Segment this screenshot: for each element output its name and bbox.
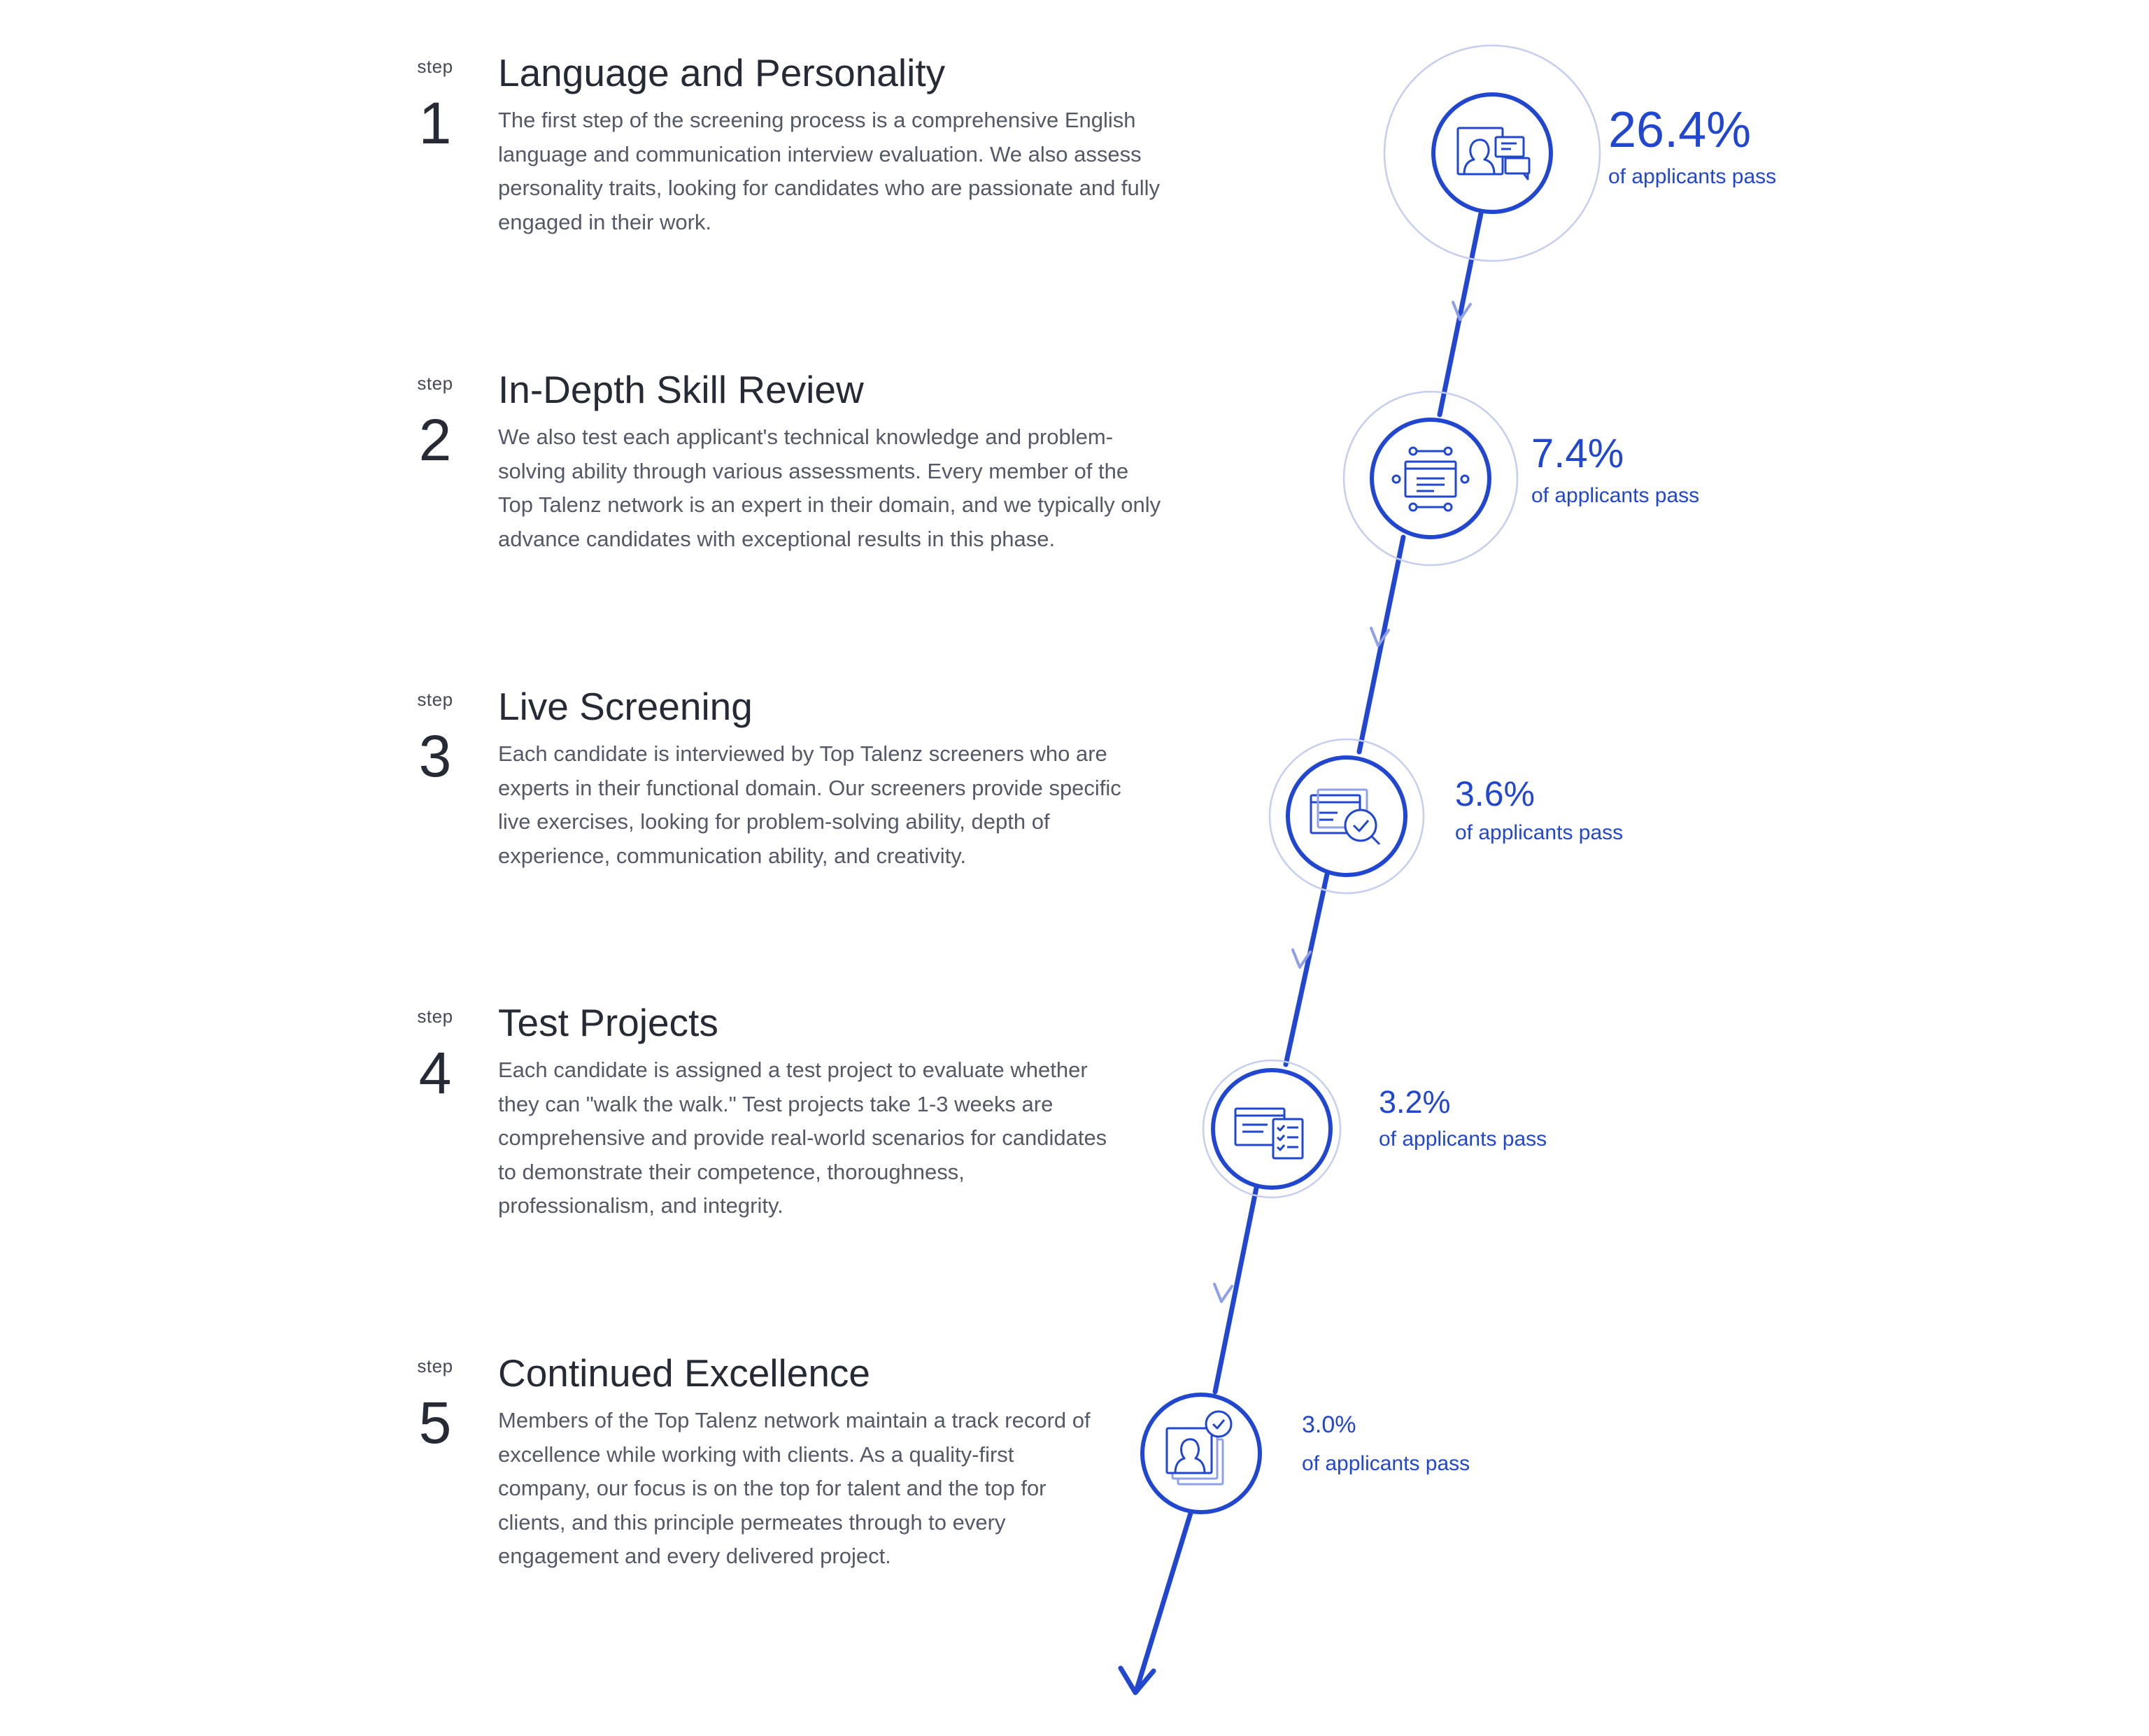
description-line: to demonstrate their competence, thoroug… (498, 1159, 965, 1184)
description-line: engaged in their work. (498, 209, 712, 234)
funnel-path (1134, 211, 1484, 1692)
step-1-node (1383, 44, 1601, 262)
description-line: experience, communication ability, and c… (498, 843, 967, 868)
step-2-node (1342, 390, 1519, 567)
step-description: Members of the Top Talenz network mainta… (498, 1404, 1091, 1574)
description-line: personality traits, looking for candidat… (498, 176, 1161, 200)
step-4-node (1202, 1059, 1342, 1199)
window-magnifier-check-icon (1310, 788, 1381, 846)
description-line: engagement and every delivered project. (498, 1544, 891, 1568)
step-description: We also test each applicant's technical … (498, 420, 1161, 556)
description-line: company, our focus is on the top for tal… (498, 1476, 1047, 1500)
description-line: clients, and this principle permeates th… (498, 1509, 1006, 1535)
step-title: Live Screening (498, 685, 753, 728)
description-line: Each candidate is interviewed by Top Tal… (498, 741, 1107, 766)
pass-label: of applicants pass (1608, 165, 1777, 188)
step-title: Language and Personality (498, 51, 946, 94)
description-line: Each candidate is assigned a test projec… (498, 1058, 1088, 1082)
conversation-icon (1456, 127, 1531, 180)
step-3-node (1268, 738, 1425, 895)
description-line: experts in their functional domain. Our … (498, 775, 1121, 800)
step-number: 4 (418, 1040, 452, 1106)
chevron-down-icon (1370, 627, 1390, 647)
step-5-stat: 3.0% of applicants pass (1302, 1413, 1470, 1476)
step-2-stat: 7.4% of applicants pass (1531, 434, 1699, 508)
pass-label: of applicants pass (1455, 821, 1624, 844)
pass-rate: 7.4% (1531, 431, 1624, 476)
step-label: step (417, 373, 453, 394)
description-line: comprehensive and provide real-world sce… (498, 1125, 1107, 1150)
step-label: step (417, 1006, 453, 1027)
step-title: Test Projects (498, 1001, 718, 1044)
description-line: excellence while working with clients. A… (498, 1442, 1014, 1467)
description-line: they can "walk the walk." Test projects … (498, 1091, 1054, 1116)
pass-rate: 3.6% (1455, 774, 1535, 813)
description-line: Top Talenz network is an expert in their… (498, 492, 1161, 517)
description-line: language and communication interview eva… (498, 141, 1142, 166)
step-1-stat: 26.4% of applicants pass (1608, 105, 1776, 189)
description-line: Members of the Top Talenz network mainta… (498, 1408, 1091, 1432)
step-label: step (417, 56, 453, 77)
chevron-down-icon (1291, 948, 1312, 969)
step-5-node (1140, 1393, 1262, 1514)
chevron-down-icon (1452, 301, 1472, 321)
step-4-stat: 3.2% of applicants pass (1379, 1086, 1547, 1151)
pass-rate: 26.4% (1608, 102, 1752, 158)
step-3-stat: 3.6% of applicants pass (1455, 776, 1623, 845)
step-number: 5 (418, 1390, 452, 1456)
description-line: The first step of the screening process … (498, 108, 1136, 132)
step-description: Each candidate is assigned a test projec… (498, 1053, 1107, 1223)
description-line: We also test each applicant's technical … (498, 425, 1114, 449)
step-title: Continued Excellence (498, 1351, 871, 1395)
pass-rate: 3.2% (1379, 1084, 1451, 1120)
window-checklist-icon (1234, 1107, 1304, 1160)
step-title: In-Depth Skill Review (498, 368, 864, 411)
pass-rate: 3.0% (1302, 1411, 1356, 1438)
profile-stack-check-icon (1165, 1410, 1233, 1486)
pass-label: of applicants pass (1379, 1127, 1547, 1151)
path-chevrons (1213, 301, 1472, 1303)
step-description: The first step of the screening process … (498, 104, 1160, 239)
step-label: step (417, 689, 453, 710)
browser-nodes-icon (1391, 446, 1470, 512)
description-line: professionalism, and integrity. (498, 1193, 783, 1218)
step-label: step (417, 1356, 453, 1376)
step-number: 1 (418, 90, 452, 156)
final-arrowhead-icon (1118, 1665, 1156, 1695)
description-line: solving ability through various assessme… (498, 458, 1129, 483)
chevron-down-icon (1213, 1283, 1233, 1303)
description-line: live exercises, looking for problem-solv… (498, 809, 1050, 834)
step-description: Each candidate is interviewed by Top Tal… (498, 737, 1121, 873)
description-line: advance candidates with exceptional resu… (498, 526, 1056, 551)
pass-label: of applicants pass (1531, 484, 1700, 507)
step-number: 3 (418, 723, 452, 789)
pass-label: of applicants pass (1302, 1452, 1470, 1475)
step-number: 2 (418, 407, 452, 473)
